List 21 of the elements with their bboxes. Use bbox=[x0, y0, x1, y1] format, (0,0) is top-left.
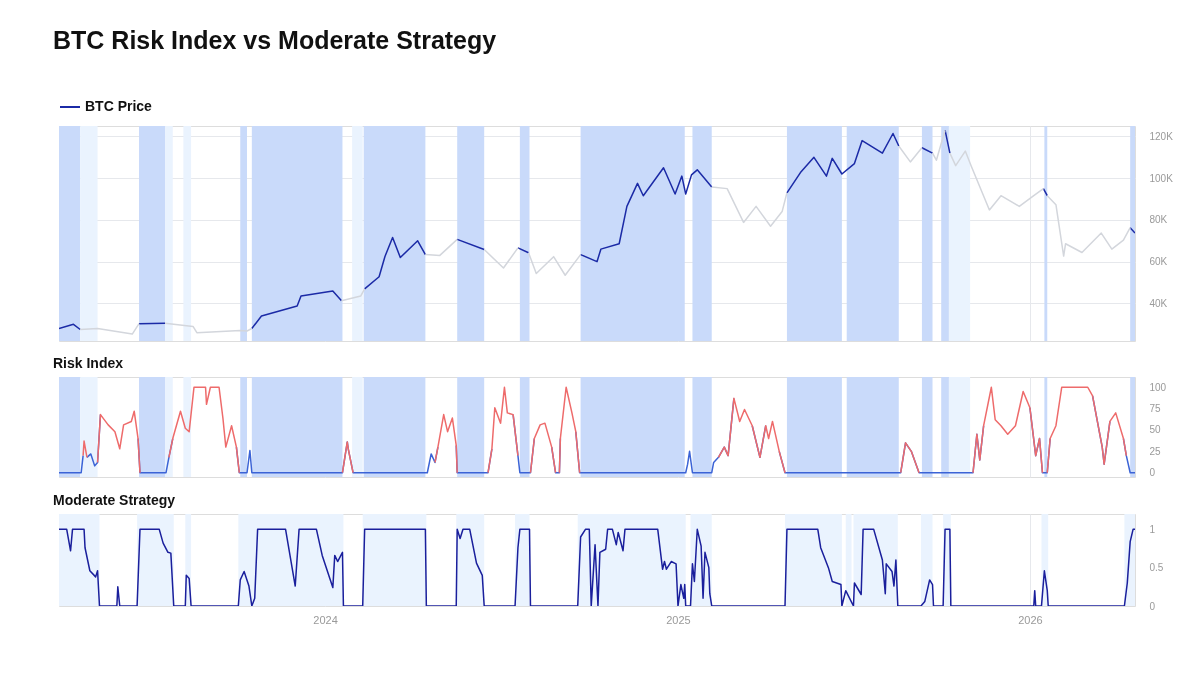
x-tick-label: 2026 bbox=[1018, 613, 1043, 626]
y-tick-label: 0 bbox=[1149, 467, 1156, 479]
y-tick-label: 1 bbox=[1149, 523, 1156, 535]
y-tick-label: 0.5 bbox=[1149, 562, 1164, 574]
y-tick-label: 120K bbox=[1149, 130, 1174, 142]
chart-title: Risk Index bbox=[53, 355, 124, 371]
legend-label: BTC Price bbox=[85, 98, 153, 114]
y-tick-label: 75 bbox=[1149, 403, 1162, 415]
y-tick-label: 25 bbox=[1149, 445, 1162, 457]
x-tick-label: 2024 bbox=[313, 613, 338, 626]
y-tick-label: 80K bbox=[1149, 214, 1168, 226]
y-tick-label: 100 bbox=[1149, 381, 1167, 393]
y-tick-label: 50 bbox=[1149, 424, 1162, 436]
y-tick-label: 100K bbox=[1149, 172, 1174, 184]
line-series bbox=[59, 528, 1135, 606]
x-tick-label: 2025 bbox=[666, 613, 691, 626]
y-tick-label: 60K bbox=[1149, 256, 1168, 268]
y-tick-label: 0 bbox=[1149, 600, 1156, 612]
chart-title: BTC Risk Index vs Moderate Strategy bbox=[53, 26, 497, 54]
chart-title: Moderate Strategy bbox=[53, 492, 176, 508]
y-tick-label: 40K bbox=[1149, 297, 1168, 309]
